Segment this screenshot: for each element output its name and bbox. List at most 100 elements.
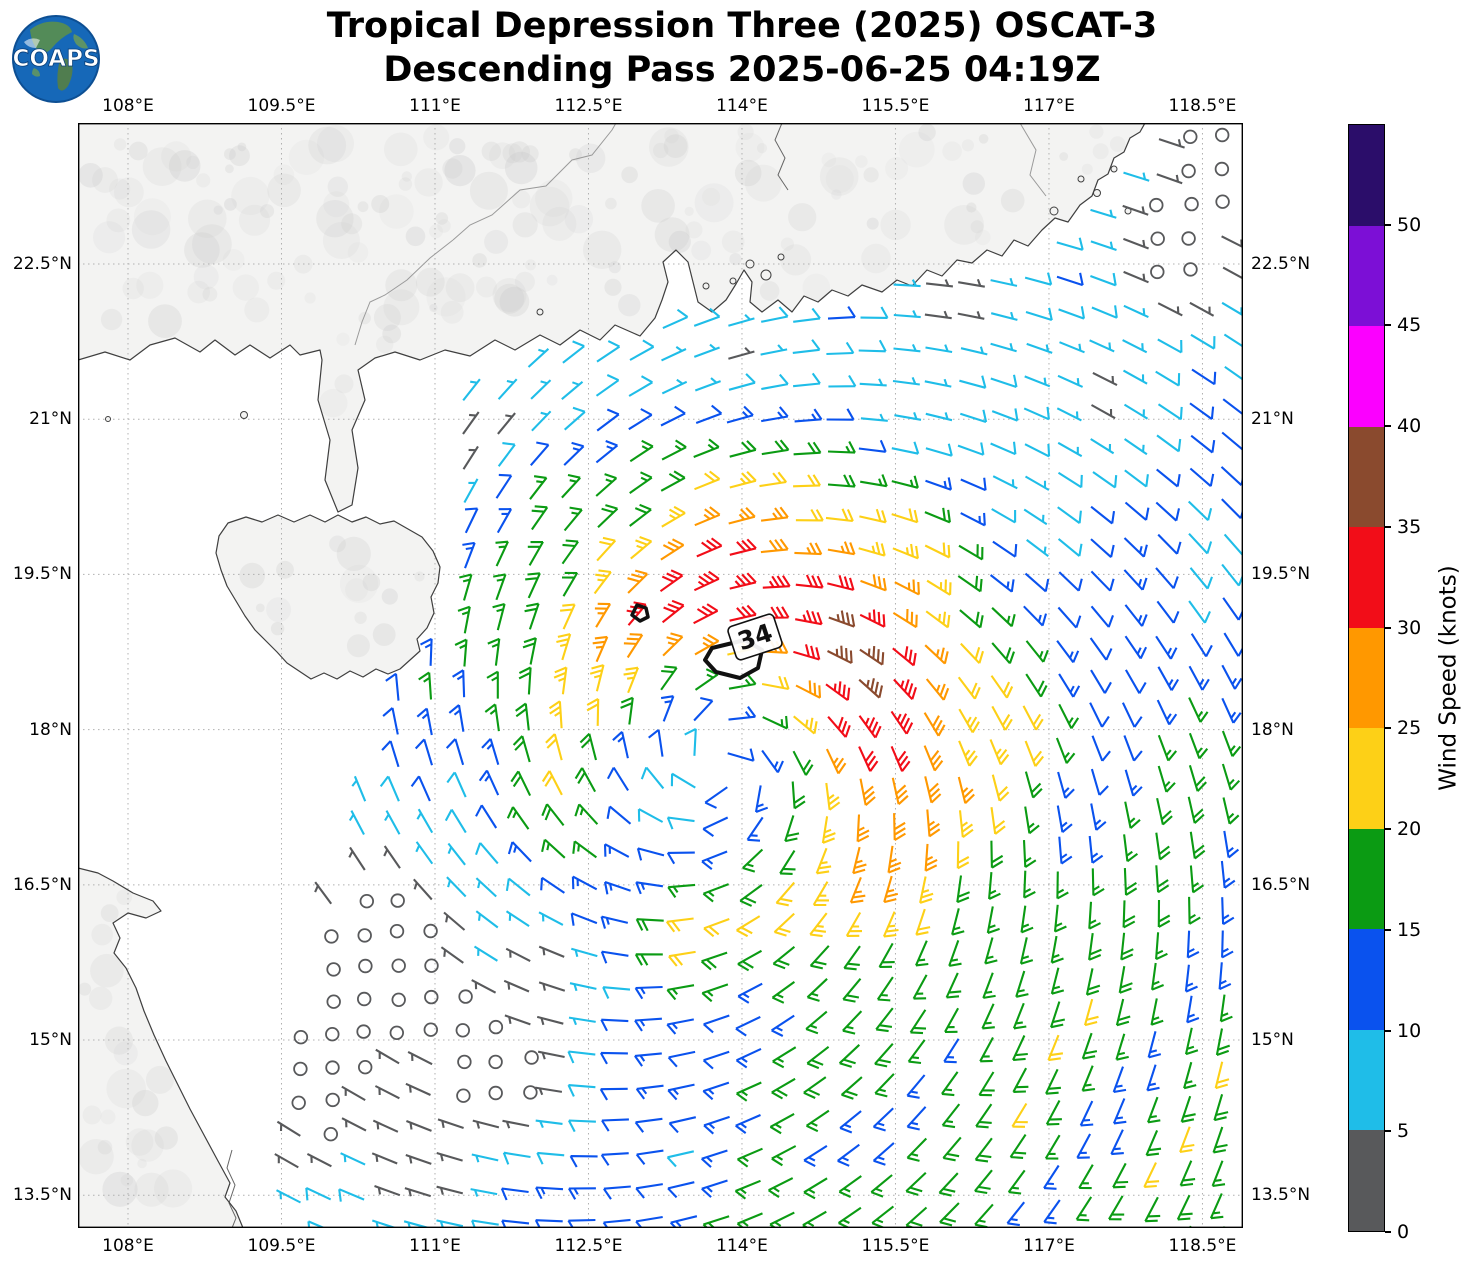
terrain-shade-blob	[78, 163, 103, 188]
terrain-shade-blob	[270, 621, 285, 636]
wind-barb	[1221, 697, 1242, 724]
x-tick-label-bottom: 108°E	[102, 1236, 154, 1256]
terrain-texture-layer	[78, 123, 1126, 1208]
terrain-shade-blob	[319, 388, 348, 418]
wind-barb	[1026, 342, 1053, 354]
terrain-shade-blob	[113, 138, 127, 151]
wind-barb	[1221, 235, 1243, 249]
wind-barb	[462, 411, 480, 435]
wind-barb	[992, 540, 1018, 558]
wind-barb	[924, 378, 952, 388]
wind-barb	[826, 408, 855, 421]
wind-barb	[1023, 605, 1048, 627]
wind-barb	[924, 843, 938, 872]
colorbar-tick-mark	[1385, 727, 1391, 730]
wind-barb	[729, 572, 757, 590]
wind-barb	[762, 715, 789, 730]
terrain-shade-blob	[122, 277, 144, 300]
terrain-shade-blob	[238, 204, 271, 236]
wind-barb	[574, 803, 599, 825]
wind-barb	[803, 1076, 827, 1099]
terrain-shade-blob	[970, 220, 984, 234]
wind-barb	[1012, 1035, 1028, 1062]
terrain-shade-blob	[435, 212, 449, 225]
wind-barb	[1090, 570, 1115, 592]
terrain-shade-blob	[358, 311, 371, 325]
wind-barb	[1123, 171, 1150, 182]
colorbar-tick-label: 25	[1397, 717, 1422, 740]
wind-barb	[1157, 533, 1182, 555]
wind-barb	[1188, 532, 1213, 555]
terrain-shade-blob	[780, 237, 795, 251]
wind-barb	[535, 1186, 564, 1200]
wind-barb	[665, 917, 694, 933]
wind-barb	[1156, 699, 1178, 726]
wind-barb	[534, 1219, 563, 1228]
wind-barb	[1025, 307, 1053, 322]
wind-barb	[728, 347, 755, 360]
wind-barb	[471, 979, 497, 994]
wind-barb	[670, 772, 696, 789]
island	[536, 308, 544, 316]
wind-barb	[503, 979, 530, 993]
terrain-shade-blob	[100, 308, 123, 331]
colorbar-tick-label: 30	[1397, 616, 1422, 639]
wind-barb	[635, 1084, 664, 1100]
wind-barb	[982, 972, 996, 999]
terrain-shade-blob	[780, 244, 812, 276]
wind-barb	[828, 374, 857, 388]
wind-barb	[1189, 402, 1215, 420]
wind-barb	[629, 439, 654, 463]
wind-barb	[1023, 870, 1036, 899]
wind-barb	[838, 1044, 861, 1068]
wind-barb	[436, 1151, 463, 1162]
wind-barb	[1081, 1065, 1096, 1092]
wind-barb	[703, 1014, 730, 1034]
wind-barb	[447, 842, 466, 866]
terrain-shade-blob	[106, 1068, 146, 1109]
wind-barb	[416, 707, 433, 736]
wind-barb	[694, 633, 720, 656]
wind-barb	[462, 541, 476, 569]
wind-barb	[1220, 860, 1236, 889]
wind-barb	[986, 906, 1000, 934]
wind-barb	[414, 738, 434, 766]
land-polygon	[78, 868, 243, 1228]
wind-barb	[736, 915, 761, 938]
wind-barb	[314, 881, 333, 905]
wind-barb	[527, 540, 544, 566]
wind-barb	[666, 816, 695, 830]
wind-barb	[1090, 208, 1117, 219]
terrain-shade-blob	[131, 210, 171, 249]
wind-barb	[599, 1087, 628, 1101]
wind-barb	[1110, 1129, 1124, 1156]
wind-radius-contour-small	[630, 603, 650, 623]
wind-barb	[1122, 369, 1148, 385]
wind-barb	[661, 439, 687, 461]
wind-barb	[727, 748, 755, 762]
wind-barb	[374, 1085, 400, 1100]
wind-barb	[1147, 1031, 1162, 1059]
wind-barb	[883, 875, 899, 904]
wind-barb	[925, 477, 953, 491]
wind-barb	[772, 1046, 797, 1069]
province-border	[452, 123, 617, 241]
coastline-path	[78, 867, 244, 1228]
wind-barb	[571, 947, 598, 958]
terrain-shade-blob	[125, 1128, 154, 1156]
wind-barb	[736, 1212, 763, 1228]
wind-barb	[1091, 868, 1105, 897]
wind-barb	[893, 343, 921, 353]
wind-barb	[912, 974, 928, 1000]
wind-barb	[762, 575, 791, 589]
wind-barb	[538, 945, 565, 958]
wind-barb	[1124, 669, 1147, 694]
wind-barb	[1189, 301, 1215, 317]
calm-circle	[325, 1092, 340, 1108]
wind-barbs-layer	[274, 127, 1243, 1228]
colorbar-tick-label: 15	[1397, 918, 1422, 941]
wind-barb	[702, 1215, 730, 1228]
terrain-shade-blob	[788, 203, 817, 232]
calm-circle	[389, 1025, 405, 1041]
wind-barb	[1090, 768, 1109, 796]
